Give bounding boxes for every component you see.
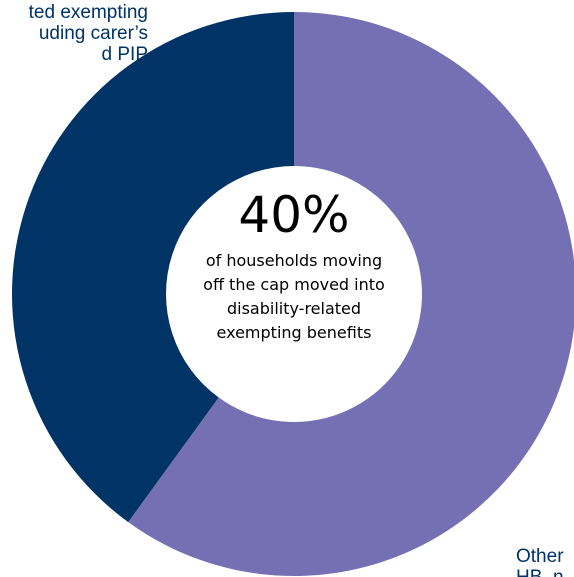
center-percentage: 40% [238, 186, 350, 244]
donut-slice-disability-exempting [11, 12, 294, 523]
slice-label-disability-exempting: ted exempting uding carer’s d PIP [28, 2, 148, 65]
donut-slice-other [128, 12, 574, 576]
slice-label-other: Other HB, n [516, 546, 564, 577]
center-caption: of households moving off the cap moved i… [203, 251, 385, 342]
donut-center: 40% of households moving off the cap mov… [167, 183, 421, 345]
